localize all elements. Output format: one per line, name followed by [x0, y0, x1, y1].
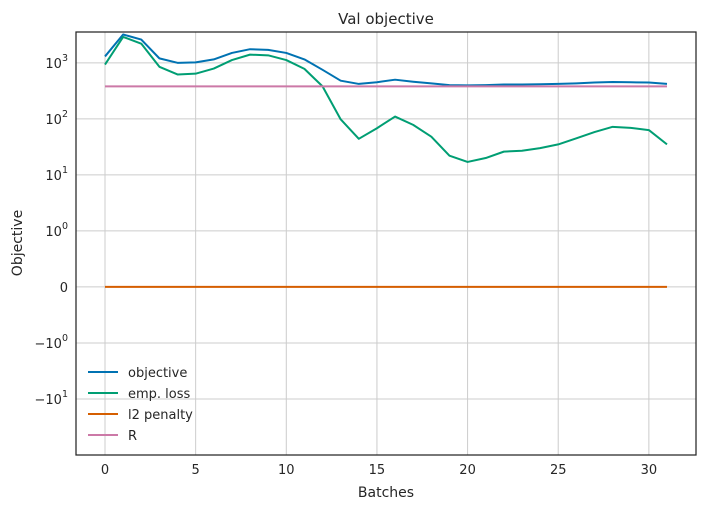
- x-tick-label: 0: [101, 463, 109, 478]
- series-line-objective: [104, 33, 668, 87]
- x-tick-label: 5: [192, 463, 200, 478]
- x-tick-label: 10: [278, 463, 295, 478]
- y-tick-label: −100: [35, 333, 68, 352]
- y-tick-label: 102: [45, 109, 68, 128]
- legend-label-emp-loss: emp. loss: [128, 387, 191, 402]
- y-tick-label: 101: [45, 165, 68, 184]
- series-line-emp-loss: [104, 35, 668, 163]
- legend: objective emp. loss l2 penalty R: [88, 366, 193, 444]
- y-axis-label: Objective: [10, 210, 26, 276]
- x-tick-labels: 0 5 10 15 20 25 30: [101, 463, 657, 478]
- x-tick-label: 20: [459, 463, 476, 478]
- y-tick-labels: 103 102 101 100 0 −100 −101: [35, 53, 68, 408]
- x-tick-label: 25: [550, 463, 567, 478]
- legend-label-l2-penalty: l2 penalty: [128, 408, 193, 423]
- axes-frame: [75, 31, 697, 456]
- series-lines: [104, 33, 668, 288]
- x-axis-label: Batches: [358, 485, 414, 501]
- y-tick-label: −101: [35, 389, 68, 408]
- y-tick-label: 103: [45, 53, 68, 72]
- x-tick-label: 30: [641, 463, 658, 478]
- chart-title: Val objective: [338, 10, 434, 28]
- legend-label-r: R: [128, 429, 137, 444]
- y-tick-label: 100: [45, 221, 68, 240]
- x-tick-label: 15: [369, 463, 386, 478]
- y-tick-label: 0: [60, 281, 68, 296]
- legend-label-objective: objective: [128, 366, 187, 381]
